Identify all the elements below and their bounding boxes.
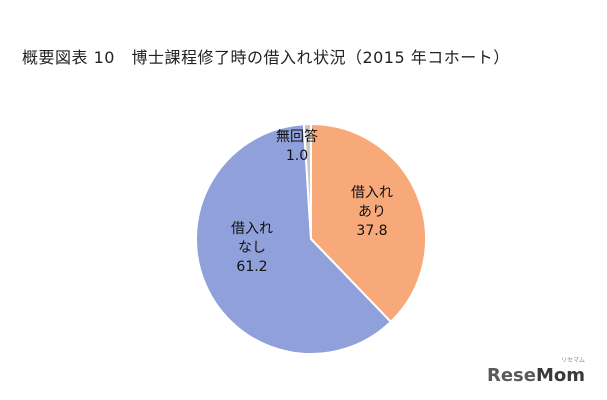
watermark-small-text: リセマム bbox=[560, 357, 585, 364]
slice-value-label: 37.8 bbox=[356, 223, 387, 239]
slice-value-label: 61.2 bbox=[236, 259, 267, 275]
pie-slice bbox=[302, 122, 312, 240]
slice-category-label: なし bbox=[238, 240, 266, 256]
slice-value-label: 1.0 bbox=[286, 148, 308, 164]
watermark-logo: ReseMom bbox=[487, 365, 585, 386]
pie-slice bbox=[195, 123, 393, 355]
watermark-brand-part1: Rese bbox=[486, 365, 536, 386]
chart-title: 概要図表 10 博士課程修了時の借入れ状況（2015 年コホート） bbox=[22, 48, 510, 67]
watermark-brand-part2: Mom bbox=[535, 365, 585, 386]
slice-category-label: あり bbox=[358, 204, 386, 220]
slice-category-label: 借入れ bbox=[231, 221, 273, 237]
pie-slice bbox=[310, 122, 427, 324]
slice-category-label: 借入れ bbox=[351, 185, 393, 201]
slice-category-label: 無回答 bbox=[276, 128, 318, 145]
